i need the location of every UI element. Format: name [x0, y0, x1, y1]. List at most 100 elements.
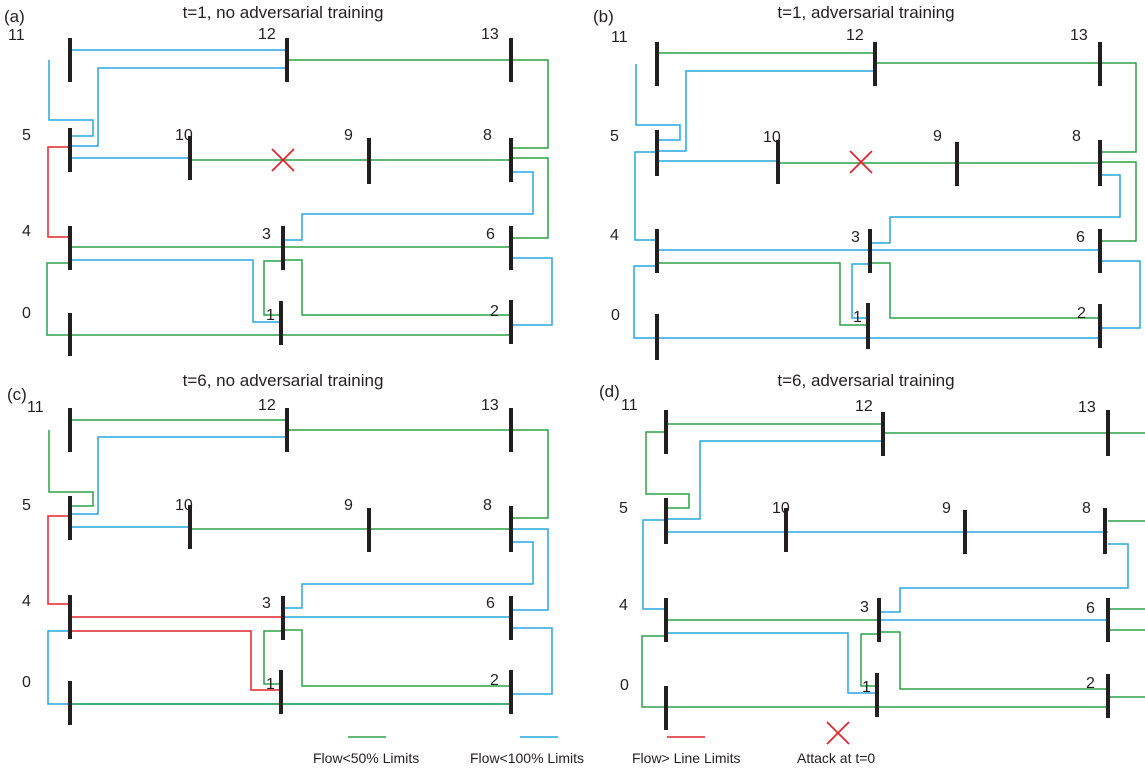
bus-label-a-5: 5: [22, 127, 31, 144]
line-a-8-3: [283, 171, 534, 241]
bus-label-d-10: 10: [772, 500, 790, 517]
bus-label-a-9: 9: [344, 127, 353, 144]
line-d-5-4: [642, 519, 666, 610]
legend-label-blue: Flow<100% Limits: [470, 750, 584, 766]
line-b-11-5: [635, 64, 681, 141]
bus-label-d-0: 0: [620, 677, 629, 694]
legend-attack-cross: [826, 721, 850, 745]
panel-c-title: t=6, no adversarial training: [183, 371, 384, 390]
panel-a-label: (a): [4, 7, 25, 26]
panel-a: (a) t=1, no adversarial training: [4, 3, 553, 356]
line-d-8-3: [879, 543, 1129, 613]
line-c-11-5: [48, 430, 94, 507]
line-b-3-2: [870, 262, 1100, 319]
line-a-3-2: [283, 259, 511, 316]
panel-a-title: t=1, no adversarial training: [183, 3, 384, 22]
bus-label-a-12: 12: [258, 26, 276, 43]
panel-d-title: t=6, adversarial training: [777, 371, 954, 390]
bus-label-a-13: 13: [481, 26, 499, 43]
line-d-3-1: [860, 633, 879, 687]
line-a-8-6: [511, 157, 549, 239]
legend-label-red: Flow> Line Limits: [632, 750, 741, 766]
bus-label-c-10: 10: [175, 497, 193, 514]
bus-label-a-10: 10: [175, 127, 193, 144]
line-c-12-5: [70, 436, 287, 515]
bus-label-b-11: 11: [611, 29, 628, 46]
line-c-8-6: [511, 528, 549, 611]
line-b-8-3: [870, 174, 1121, 244]
line-c-8-3: [283, 541, 534, 609]
bus-label-d-8: 8: [1082, 500, 1091, 517]
bus-label-a-6: 6: [486, 226, 495, 243]
line-d-11-5: [645, 431, 690, 509]
bus-label-d-9: 9: [942, 500, 951, 517]
attack-marker-a: [271, 148, 295, 172]
line-b-5-4: [634, 151, 657, 241]
bus-label-c-11: 11: [27, 399, 44, 416]
line-a-12-5: [70, 67, 287, 147]
bus-label-d-12: 12: [855, 398, 873, 415]
bus-label-c-1: 1: [266, 676, 275, 693]
bus-label-d-11: 11: [621, 397, 638, 414]
bus-label-b-6: 6: [1076, 229, 1085, 246]
panel-c: (c) t=6, no adversarial training: [7, 371, 553, 725]
bus-label-b-5: 5: [610, 128, 619, 145]
bus-label-a-11: 11: [8, 27, 25, 44]
line-c-3-1: [263, 630, 283, 685]
bus-label-b-12: 12: [846, 27, 864, 44]
line-b-8-6: [1100, 161, 1137, 242]
bus-label-d-4: 4: [619, 597, 628, 614]
attack-marker-b: [849, 150, 873, 174]
panel-c-label: (c): [7, 385, 27, 404]
line-d-4-1: [666, 632, 877, 694]
bus-label-d-5: 5: [619, 500, 628, 517]
bus-label-a-0: 0: [22, 305, 31, 322]
bus-label-b-4: 4: [610, 227, 619, 244]
bus-label-a-1: 1: [266, 307, 275, 324]
panel-b-title: t=1, adversarial training: [777, 3, 954, 22]
line-d-3-2: [879, 631, 1108, 690]
line-c-3-2: [283, 629, 511, 687]
bus-label-b-10: 10: [763, 129, 781, 146]
panel-d: (d) t=6, adversarial training: [599, 371, 1145, 730]
bus-label-b-3: 3: [851, 229, 860, 246]
bus-label-d-13: 13: [1078, 399, 1096, 416]
line-c-6-2: [511, 627, 553, 695]
line-b-3-1: [851, 263, 870, 319]
line-a-6-2: [511, 257, 553, 326]
bus-label-d-6: 6: [1086, 600, 1095, 617]
bus-label-b-8: 8: [1072, 128, 1081, 145]
bus-label-b-13: 13: [1070, 27, 1088, 44]
bus-label-c-6: 6: [486, 595, 495, 612]
bus-label-d-1: 1: [862, 679, 871, 696]
panel-b: (b) t=1, adversarial training: [593, 3, 1141, 360]
legend: Flow<50% Limits Flow<100% Limits Flow> L…: [313, 721, 875, 766]
line-a-5-4: [47, 146, 70, 238]
line-d-12-5: [666, 440, 883, 520]
bus-label-d-3: 3: [860, 599, 869, 616]
bus-label-d-2: 2: [1086, 675, 1095, 692]
legend-label-green: Flow<50% Limits: [313, 750, 419, 766]
bus-label-b-9: 9: [933, 128, 942, 145]
bus-label-c-3: 3: [262, 595, 271, 612]
bus-label-b-0: 0: [611, 307, 620, 324]
bus-label-c-12: 12: [258, 397, 276, 414]
bus-label-a-2: 2: [490, 303, 499, 320]
bus-label-a-8: 8: [483, 127, 492, 144]
bus-label-a-3: 3: [262, 226, 271, 243]
bus-label-c-13: 13: [481, 397, 499, 414]
line-a-11-5: [48, 60, 94, 137]
line-b-12-13-8: [875, 62, 1137, 153]
line-b-4-1: [657, 262, 868, 326]
bus-label-c-5: 5: [22, 497, 31, 514]
line-c-5-4: [47, 515, 70, 605]
line-b-12-5: [657, 70, 875, 152]
bus-label-c-4: 4: [22, 593, 31, 610]
bus-label-a-4: 4: [22, 223, 31, 240]
bus-label-c-2: 2: [490, 672, 499, 689]
line-a-3-1: [263, 260, 283, 316]
line-c-12-13-8: [287, 429, 549, 519]
panel-b-label: (b): [593, 7, 614, 26]
bus-label-c-8: 8: [483, 497, 492, 514]
